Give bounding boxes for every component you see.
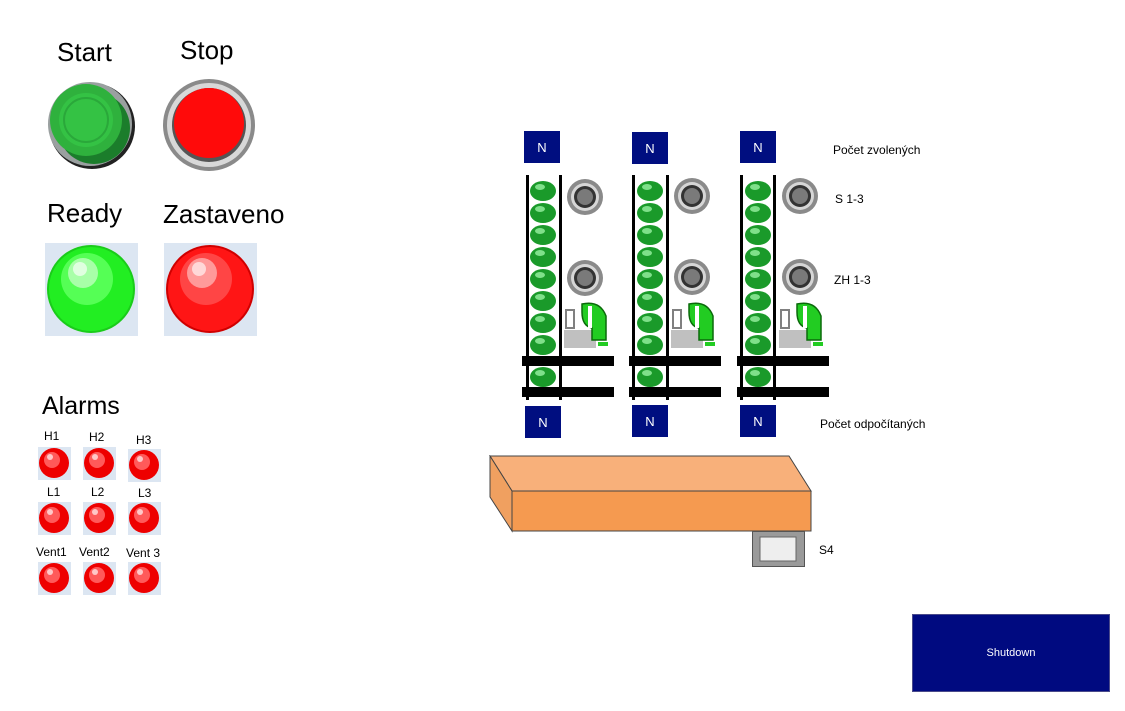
- column-2-rail-left: [632, 175, 635, 400]
- column-1-bar-lower: [522, 387, 614, 397]
- alarm-led-h1: [38, 447, 71, 480]
- alarm-led-h3: [128, 449, 161, 482]
- start-button-icon: [48, 82, 135, 169]
- alarms-title: Alarms: [42, 392, 120, 420]
- alarm-label-vent2: Vent2: [79, 545, 110, 559]
- sensor-s-label: S 1-3: [835, 192, 864, 206]
- column-1-bar-upper: [522, 356, 614, 366]
- stop-button-icon: [163, 79, 255, 171]
- column-3-green-leds: [745, 181, 771, 387]
- alarm-label-l3: L3: [138, 486, 152, 500]
- stopped-lamp-icon: [166, 245, 254, 333]
- sensor-s1-icon: [567, 179, 603, 215]
- ready-label: Ready: [47, 198, 123, 228]
- column-1-green-leds: [530, 181, 556, 387]
- shutdown-button[interactable]: Shutdown: [912, 614, 1110, 692]
- sensor-zh1-icon: [567, 260, 603, 296]
- alarm-label-h3: H3: [136, 433, 152, 447]
- column-3-bar-lower: [737, 387, 829, 397]
- sensor-zh3-icon: [782, 259, 818, 295]
- column-3-rail-right: [773, 175, 776, 400]
- stopped-label: Zastaveno: [163, 199, 285, 229]
- stopped-lamp: [164, 243, 257, 336]
- stop-button[interactable]: [162, 78, 256, 172]
- column-1-rail-right: [559, 175, 562, 400]
- selected-counter-2[interactable]: N: [632, 132, 668, 164]
- column-2-rail-right: [666, 175, 669, 400]
- selected-count-label: Počet zvolených: [833, 143, 921, 157]
- column-2-bar-lower: [629, 387, 721, 397]
- alarm-label-h2: H2: [89, 430, 105, 444]
- alarm-led-vent1: [38, 562, 71, 595]
- counted-counter-2[interactable]: N: [632, 405, 668, 437]
- column-2-bar-upper: [629, 356, 721, 366]
- sensor-s2-icon: [674, 178, 710, 214]
- counted-count-label: Počet odpočítaných: [820, 417, 926, 431]
- alarm-led-vent2: [83, 562, 116, 595]
- s4-switch[interactable]: [752, 531, 805, 567]
- alarm-label-l2: L2: [91, 485, 105, 499]
- alarm-led-vent3: [128, 562, 161, 595]
- start-button[interactable]: [42, 80, 136, 172]
- column-2-green-leds: [637, 181, 663, 387]
- alarm-label-vent3: Vent 3: [126, 546, 161, 560]
- counted-counter-3[interactable]: N: [740, 405, 776, 437]
- sensor-s3-icon: [782, 178, 818, 214]
- column-1-rail-left: [526, 175, 529, 400]
- ready-lamp: [45, 243, 138, 336]
- alarm-led-l2: [83, 502, 116, 535]
- alarm-label-h1: H1: [44, 429, 60, 443]
- column-3-bar-upper: [737, 356, 829, 366]
- machine-1-icon: [564, 302, 608, 348]
- alarm-label-l1: L1: [47, 485, 61, 499]
- ready-lamp-icon: [47, 245, 135, 333]
- sensor-zh-label: ZH 1-3: [834, 273, 871, 287]
- selected-counter-3[interactable]: N: [740, 131, 776, 163]
- alarm-label-vent1: Vent1: [36, 545, 67, 559]
- conveyor-container: [489, 455, 812, 533]
- alarm-led-l3: [128, 502, 161, 535]
- stop-label: Stop: [180, 35, 234, 65]
- counted-counter-1[interactable]: N: [525, 406, 561, 438]
- start-label: Start: [57, 37, 112, 67]
- column-3-rail-left: [740, 175, 743, 400]
- machine-3-icon: [779, 302, 823, 348]
- alarm-led-l1: [38, 502, 71, 535]
- s4-label: S4: [819, 543, 834, 557]
- alarm-led-h2: [83, 447, 116, 480]
- selected-counter-1[interactable]: N: [524, 131, 560, 163]
- sensor-zh2-icon: [674, 259, 710, 295]
- machine-2-icon: [671, 302, 715, 348]
